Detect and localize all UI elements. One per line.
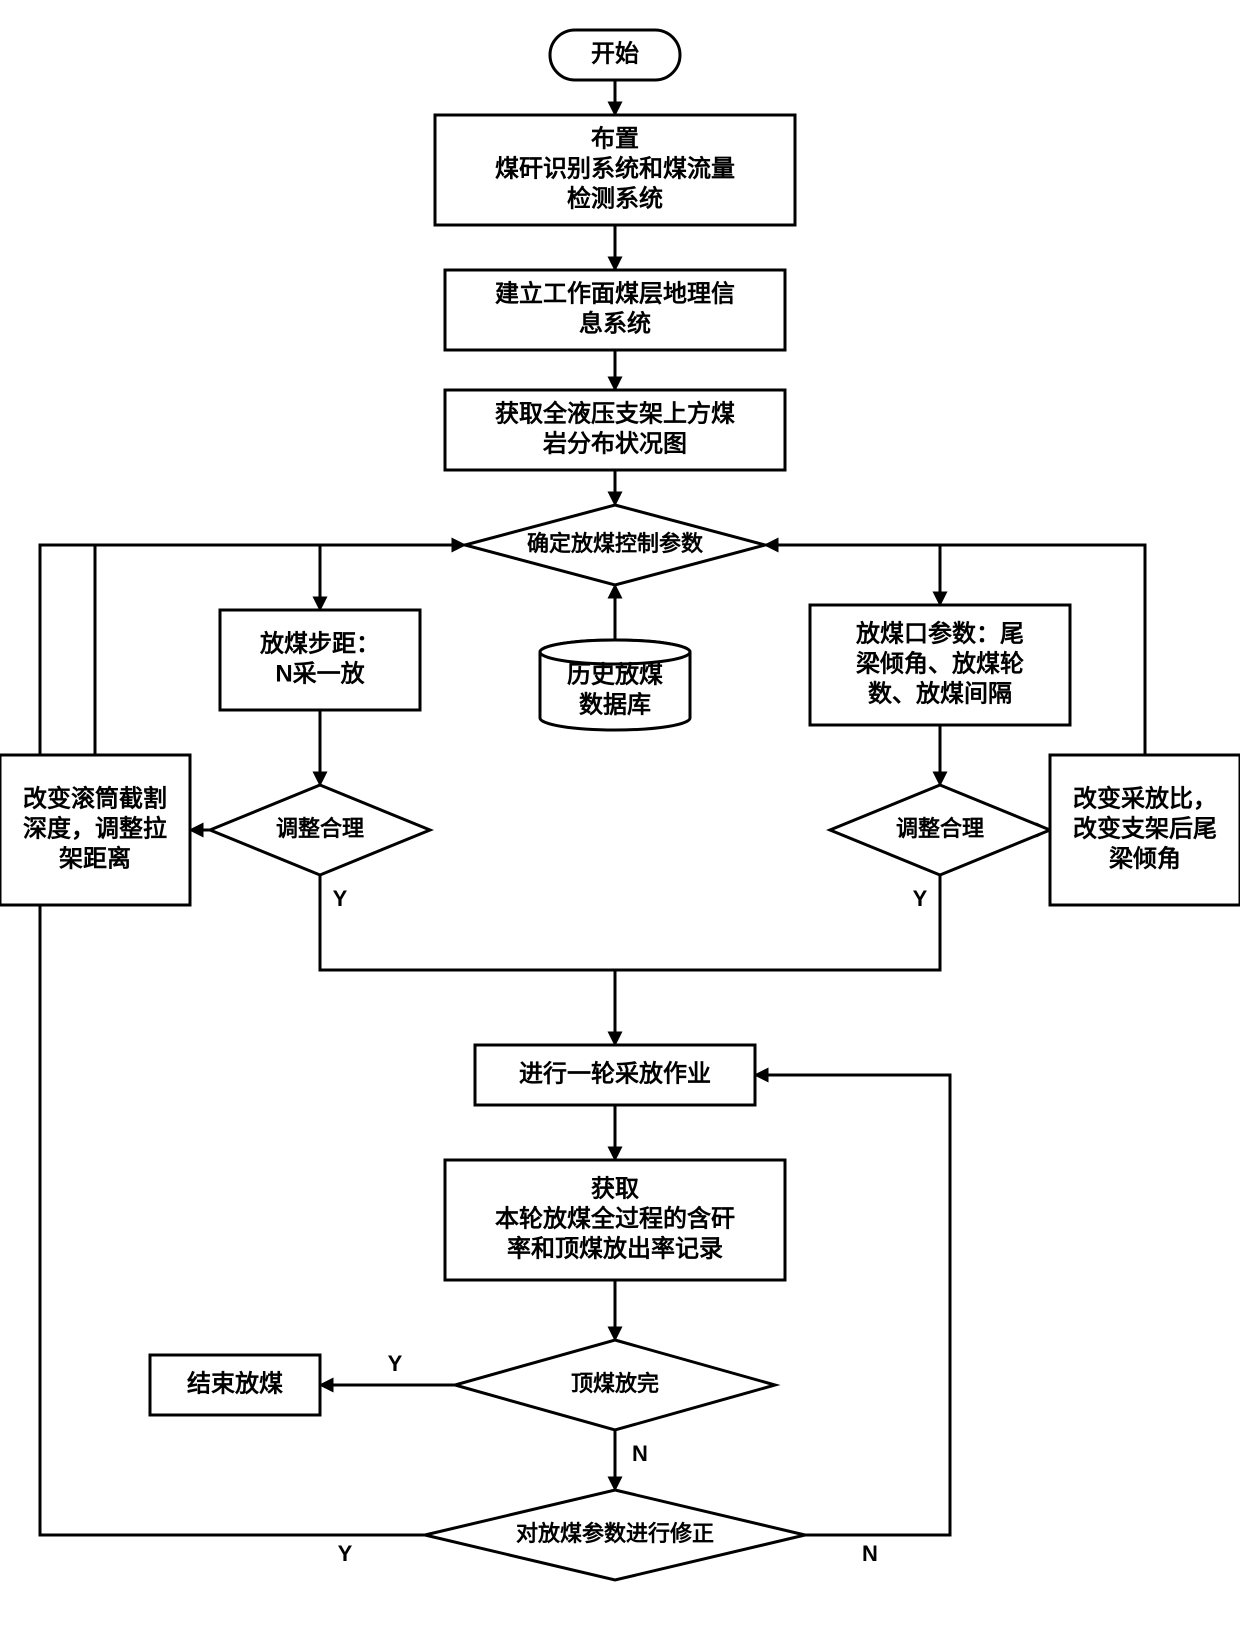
edge-6 bbox=[765, 545, 940, 605]
node-round: 进行一轮采放作业 bbox=[475, 1045, 755, 1105]
node-gis-line0: 建立工作面煤层地理信 bbox=[495, 279, 735, 307]
node-gis-line1: 息系统 bbox=[579, 309, 651, 337]
node-leftAct-line0: 改变滚筒截割 bbox=[23, 784, 167, 812]
node-rightAct-line0: 改变采放比， bbox=[1073, 784, 1217, 812]
node-correct-line0: 对放煤参数进行修正 bbox=[516, 1521, 714, 1546]
node-setup-line1: 煤矸识别系统和煤流量 bbox=[495, 154, 735, 182]
node-outlet-line0: 放煤口参数：尾 bbox=[855, 619, 1024, 647]
node-rightAct-line1: 改变支架后尾 bbox=[1073, 814, 1217, 842]
node-step: 放煤步距：N采一放 bbox=[220, 610, 420, 710]
edge-13 bbox=[320, 875, 615, 1045]
node-dist-line0: 获取全液压支架上方煤 bbox=[495, 399, 735, 427]
node-adjR: 调整合理 bbox=[830, 785, 1050, 875]
node-params: 确定放煤控制参数 bbox=[465, 505, 765, 585]
node-rightAct: 改变采放比，改变支架后尾梁倾角 bbox=[1050, 755, 1240, 905]
node-rightAct-line2: 梁倾角 bbox=[1108, 844, 1181, 872]
node-outlet-line1: 梁倾角、放煤轮 bbox=[855, 649, 1024, 677]
node-setup-line2: 检测系统 bbox=[567, 184, 663, 212]
node-adjR-line0: 调整合理 bbox=[896, 816, 984, 841]
flowchart-canvas: NNYYYNNY开始布置煤矸识别系统和煤流量检测系统建立工作面煤层地理信息系统获… bbox=[0, 0, 1240, 1636]
edge-18-label: N bbox=[632, 1441, 648, 1466]
node-record: 获取本轮放煤全过程的含矸率和顶煤放出率记录 bbox=[445, 1160, 785, 1280]
node-adjL: 调整合理 bbox=[210, 785, 430, 875]
node-record-line2: 率和顶煤放出率记录 bbox=[507, 1234, 723, 1262]
node-dist: 获取全液压支架上方煤岩分布状况图 bbox=[445, 390, 785, 470]
node-dist-line1: 岩分布状况图 bbox=[542, 429, 687, 457]
node-gis: 建立工作面煤层地理信息系统 bbox=[445, 270, 785, 350]
node-setup: 布置煤矸识别系统和煤流量检测系统 bbox=[435, 115, 795, 225]
node-adjL-line0: 调整合理 bbox=[276, 816, 364, 841]
edge-14-label: Y bbox=[913, 886, 928, 911]
node-done-line0: 顶煤放完 bbox=[571, 1371, 659, 1396]
node-end: 结束放煤 bbox=[150, 1355, 320, 1415]
edge-14 bbox=[615, 875, 940, 1045]
edge-13-label: Y bbox=[333, 886, 348, 911]
node-start: 开始 bbox=[550, 30, 680, 80]
node-db-line0: 历史放煤 bbox=[567, 660, 663, 688]
node-params-line0: 确定放煤控制参数 bbox=[527, 531, 704, 556]
node-end-line0: 结束放煤 bbox=[187, 1369, 283, 1397]
node-correct: 对放煤参数进行修正 bbox=[425, 1490, 805, 1580]
node-leftAct-line2: 架距离 bbox=[59, 844, 131, 872]
node-done: 顶煤放完 bbox=[455, 1340, 775, 1430]
node-outlet: 放煤口参数：尾梁倾角、放煤轮数、放煤间隔 bbox=[810, 605, 1070, 725]
node-record-line1: 本轮放煤全过程的含矸 bbox=[495, 1204, 735, 1232]
node-db: 历史放煤数据库 bbox=[540, 640, 690, 730]
node-setup-line0: 布置 bbox=[591, 124, 639, 152]
edge-19 bbox=[755, 1075, 950, 1535]
edge-20-label: Y bbox=[338, 1541, 353, 1566]
node-round-line0: 进行一轮采放作业 bbox=[519, 1059, 711, 1087]
node-start-line0: 开始 bbox=[591, 40, 639, 67]
edge-5 bbox=[320, 545, 465, 610]
node-step-line1: N采一放 bbox=[275, 659, 365, 687]
edge-17-label: Y bbox=[388, 1351, 403, 1376]
node-record-line0: 获取 bbox=[591, 1175, 639, 1202]
node-step-line0: 放煤步距： bbox=[259, 629, 380, 657]
node-outlet-line2: 数、放煤间隔 bbox=[868, 679, 1012, 707]
node-leftAct: 改变滚筒截割深度，调整拉架距离 bbox=[0, 755, 190, 905]
edge-19-label: N bbox=[862, 1541, 878, 1566]
node-leftAct-line1: 深度，调整拉 bbox=[23, 814, 167, 842]
node-db-line1: 数据库 bbox=[579, 691, 651, 718]
